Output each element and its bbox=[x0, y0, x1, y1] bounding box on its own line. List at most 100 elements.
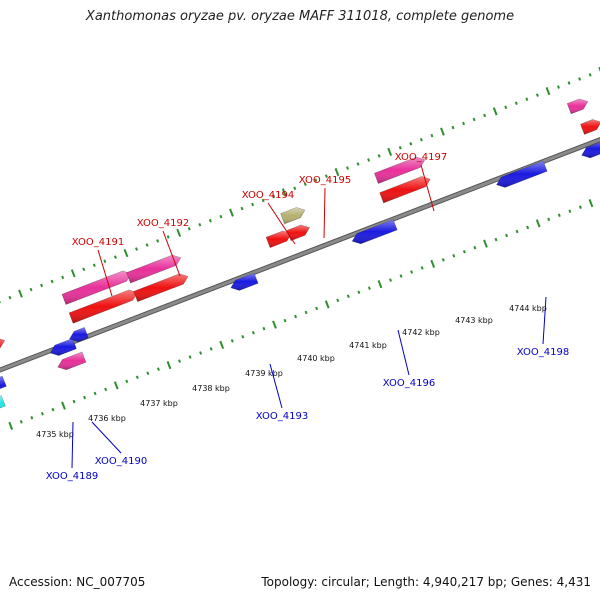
scale-label: 4741 kbp bbox=[349, 341, 387, 350]
outer-minor-tick bbox=[356, 162, 360, 166]
inner-minor-tick bbox=[104, 387, 108, 392]
scale-label: 4738 kbp bbox=[192, 384, 230, 393]
inner-major-tick bbox=[61, 401, 66, 410]
inner-minor-tick bbox=[557, 213, 561, 218]
scale-label: 4737 kbp bbox=[140, 399, 178, 408]
inner-minor-tick bbox=[251, 330, 255, 335]
reverse-gene-arrow-shading bbox=[230, 273, 259, 291]
reverse-gene-label-leader bbox=[91, 421, 122, 454]
inner-major-tick bbox=[8, 421, 14, 430]
forward-gene-arrow-shading bbox=[126, 255, 181, 283]
gene-features bbox=[0, 98, 600, 409]
forward-gene-label-leader bbox=[420, 164, 435, 212]
reverse-gene-arrow-shading bbox=[352, 219, 398, 244]
inner-major-tick bbox=[219, 340, 225, 349]
outer-minor-tick bbox=[588, 73, 592, 77]
inner-minor-tick bbox=[30, 416, 34, 420]
outer-major-tick bbox=[123, 248, 129, 258]
outer-minor-tick bbox=[377, 154, 381, 158]
outer-minor-tick bbox=[8, 295, 12, 300]
reverse-gene-label-leader bbox=[71, 421, 74, 469]
outer-major-tick bbox=[334, 168, 340, 177]
outer-minor-tick bbox=[293, 186, 297, 191]
inner-minor-tick bbox=[389, 278, 392, 282]
inner-minor-tick bbox=[462, 249, 466, 254]
outer-major-tick bbox=[492, 107, 498, 116]
forward-gene-arrow-shading bbox=[0, 338, 5, 349]
forward-gene-label-leader bbox=[267, 202, 296, 245]
scale-label: 4735 kbp bbox=[36, 430, 74, 439]
inner-minor-tick bbox=[578, 205, 582, 209]
reverse-gene-label: XOO_4193 bbox=[256, 411, 308, 422]
forward-gene-arrow-shading bbox=[374, 157, 425, 184]
reverse-gene-arrow-shading bbox=[0, 395, 6, 409]
outer-minor-tick bbox=[145, 243, 149, 247]
inner-major-tick bbox=[377, 280, 383, 289]
scale-label: 4739 kbp bbox=[245, 369, 283, 378]
outer-minor-tick bbox=[251, 202, 255, 207]
outer-minor-tick bbox=[135, 247, 138, 251]
forward-gene-label-leader bbox=[323, 187, 326, 239]
inner-minor-tick bbox=[93, 391, 97, 396]
backbone-shadow bbox=[0, 137, 600, 373]
inner-minor-tick bbox=[441, 258, 445, 262]
inner-minor-tick bbox=[452, 254, 456, 258]
reverse-gene-arrow-shading bbox=[0, 376, 7, 389]
outer-major-tick bbox=[545, 87, 551, 96]
outer-minor-tick bbox=[409, 141, 413, 146]
outer-major-tick bbox=[70, 269, 76, 278]
outer-minor-tick bbox=[92, 263, 96, 267]
reverse-gene-label-leader bbox=[269, 363, 283, 409]
inner-minor-tick bbox=[262, 326, 266, 331]
inner-major-tick bbox=[483, 239, 488, 248]
outer-minor-tick bbox=[451, 125, 455, 130]
outer-major-tick bbox=[229, 208, 234, 217]
inner-minor-tick bbox=[410, 270, 414, 274]
inner-minor-tick bbox=[526, 225, 530, 230]
outer-minor-tick bbox=[578, 77, 582, 81]
forward-gene-arrow-shading bbox=[62, 271, 132, 305]
outer-minor-tick bbox=[166, 235, 170, 239]
forward-gene-label: XOO_4197 bbox=[395, 152, 447, 163]
outer-minor-tick bbox=[40, 283, 44, 288]
scale-label: 4744 kbp bbox=[509, 304, 547, 313]
outer-major-tick bbox=[176, 228, 182, 237]
outer-minor-tick bbox=[303, 182, 307, 187]
inner-major-tick bbox=[113, 381, 119, 390]
outer-minor-tick bbox=[398, 146, 402, 150]
inner-tick-track bbox=[8, 199, 594, 430]
inner-minor-tick bbox=[294, 314, 298, 319]
reverse-gene-label: XOO_4196 bbox=[383, 378, 435, 389]
outer-major-tick bbox=[440, 127, 445, 136]
inner-minor-tick bbox=[209, 347, 213, 351]
reverse-gene-arrow-shading bbox=[496, 161, 548, 188]
forward-gene-arrow-shading bbox=[280, 207, 305, 224]
outer-minor-tick bbox=[535, 93, 539, 97]
inner-minor-tick bbox=[399, 274, 403, 278]
inner-minor-tick bbox=[346, 294, 350, 299]
outer-minor-tick bbox=[557, 85, 560, 89]
inner-minor-tick bbox=[125, 379, 129, 384]
reverse-gene-arrow-shading bbox=[581, 142, 600, 158]
inner-minor-tick bbox=[304, 310, 308, 315]
inner-minor-tick bbox=[188, 355, 192, 359]
inner-minor-tick bbox=[367, 286, 371, 290]
outer-minor-tick bbox=[483, 113, 487, 118]
scale-label: 4736 kbp bbox=[88, 414, 126, 423]
inner-major-tick bbox=[272, 320, 277, 329]
outer-minor-tick bbox=[156, 239, 160, 243]
outer-minor-tick bbox=[462, 121, 466, 126]
inner-minor-tick bbox=[494, 237, 498, 242]
inner-minor-tick bbox=[178, 359, 181, 363]
reverse-gene-label-leader bbox=[542, 296, 547, 345]
forward-gene-arrow-shading bbox=[266, 230, 292, 248]
outer-minor-tick bbox=[29, 287, 33, 292]
outer-minor-tick bbox=[324, 174, 328, 178]
outer-minor-tick bbox=[472, 117, 476, 122]
scale-label: 4742 kbp bbox=[402, 328, 440, 337]
inner-minor-tick bbox=[51, 407, 55, 412]
map-title: Xanthomonas oryzae pv. oryzae MAFF 31101… bbox=[85, 9, 515, 24]
scale-label: 4740 kbp bbox=[297, 354, 335, 363]
outer-minor-tick bbox=[187, 227, 191, 231]
outer-minor-tick bbox=[113, 255, 117, 259]
